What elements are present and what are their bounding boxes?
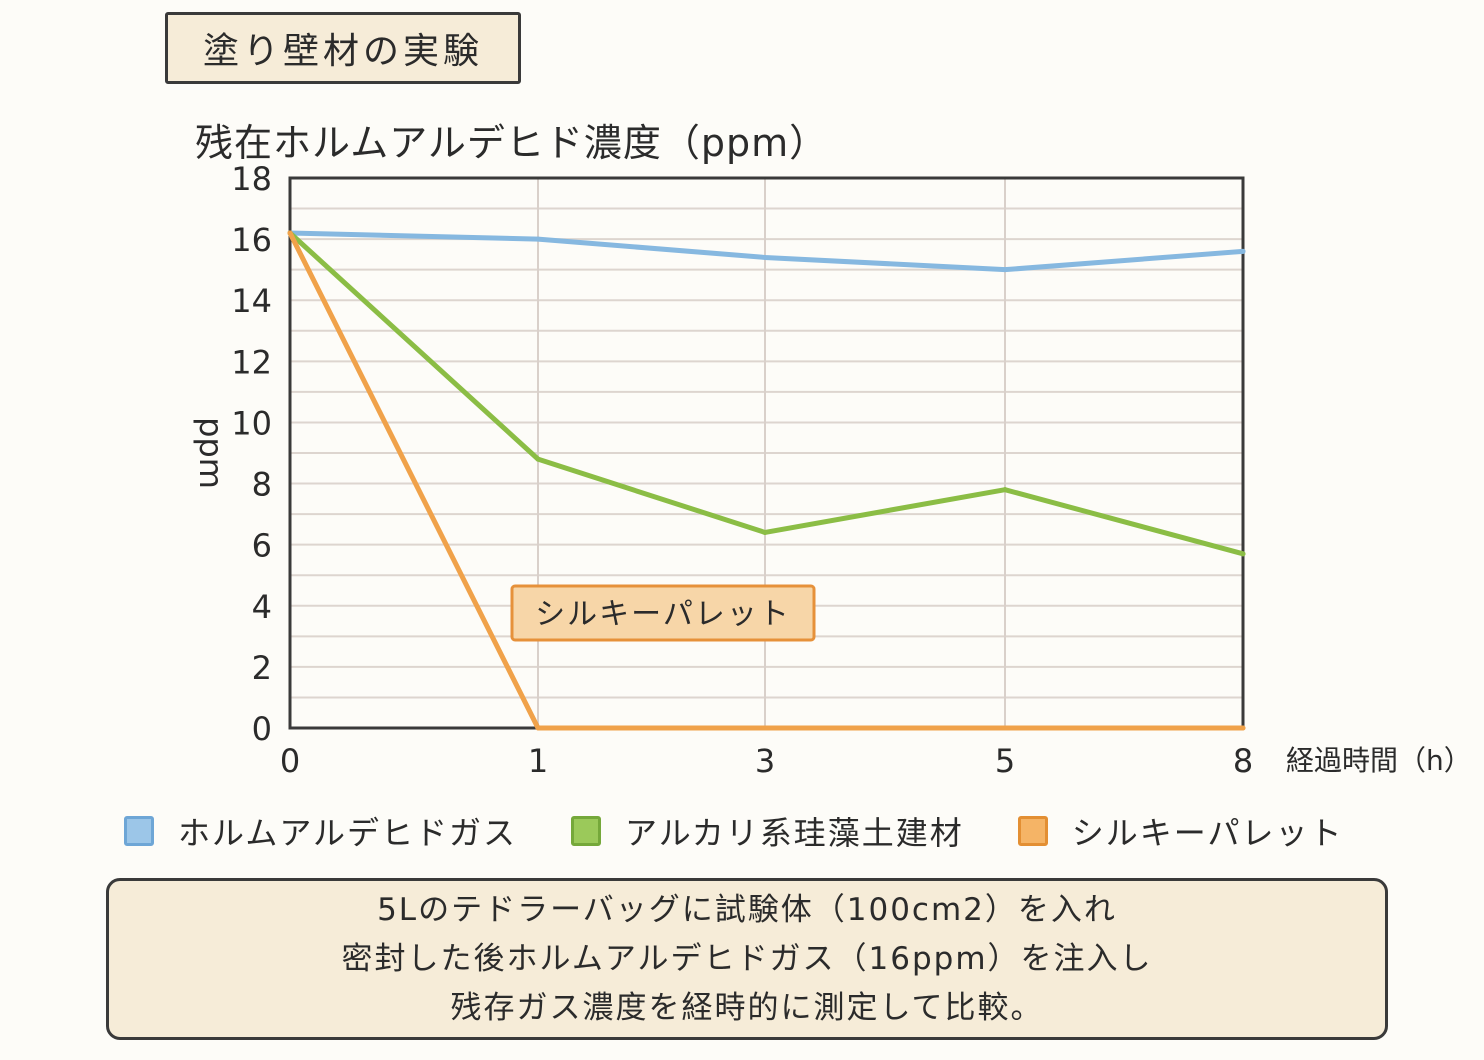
legend-item: シルキーパレット bbox=[1017, 808, 1344, 854]
y-tick-label: 6 bbox=[252, 527, 272, 565]
data-point bbox=[535, 236, 541, 242]
note-line: 残存ガス濃度を経時的に測定して比較。 bbox=[450, 989, 1044, 1026]
y-tick-label: 4 bbox=[252, 588, 272, 626]
data-point bbox=[762, 254, 768, 260]
data-point bbox=[535, 456, 541, 462]
annotation-label: シルキーパレット bbox=[535, 597, 791, 632]
legend-label: シルキーパレット bbox=[1071, 814, 1344, 852]
data-point bbox=[762, 725, 768, 731]
y-tick-label: 16 bbox=[231, 221, 272, 259]
legend-label: ホルムアルデヒドガス bbox=[178, 814, 518, 852]
y-tick-label: 2 bbox=[252, 649, 272, 687]
x-axis-label: 経過時間（h） bbox=[1286, 744, 1472, 777]
data-point bbox=[1240, 248, 1246, 254]
note-line: 5Lのテドラーバッグに試験体（100cm2）を入れ bbox=[377, 891, 1117, 928]
x-tick-label: 8 bbox=[1233, 742, 1253, 780]
legend-label: アルカリ系珪藻土建材 bbox=[625, 814, 964, 852]
legend-item: ホルムアルデヒドガス bbox=[124, 808, 517, 854]
note-line: 密封した後ホルムアルデヒドガス（16ppm）を注入し bbox=[341, 940, 1153, 977]
data-point bbox=[1002, 267, 1008, 273]
y-tick-label: 12 bbox=[231, 343, 272, 381]
x-tick-label: 0 bbox=[280, 742, 300, 780]
experiment-note: 5Lのテドラーバッグに試験体（100cm2）を入れ 密封した後ホルムアルデヒドガ… bbox=[106, 878, 1388, 1040]
x-tick-label: 3 bbox=[755, 742, 775, 780]
page-title: 塗り壁材の実験 bbox=[202, 31, 483, 72]
y-tick-label: 14 bbox=[231, 282, 272, 320]
x-tick-label: 1 bbox=[528, 742, 548, 780]
x-tick-label: 5 bbox=[995, 742, 1015, 780]
y-tick-label: 18 bbox=[231, 160, 272, 198]
legend-swatch-green bbox=[571, 816, 602, 846]
annotation-box bbox=[510, 584, 816, 642]
data-point bbox=[1240, 551, 1246, 557]
y-axis-label: ppm bbox=[192, 417, 230, 489]
data-point bbox=[1240, 725, 1246, 731]
data-point bbox=[1002, 725, 1008, 731]
legend-swatch-blue bbox=[124, 816, 154, 846]
y-tick-label: 8 bbox=[252, 466, 272, 504]
chart-title: 残在ホルムアルデヒド濃度（ppm） bbox=[195, 121, 829, 165]
legend: ホルムアルデヒドガス アルカリ系珪藻土建材 シルキーパレット bbox=[124, 808, 1397, 854]
legend-swatch-orange bbox=[1017, 816, 1048, 846]
data-point bbox=[535, 725, 541, 731]
y-tick-label: 0 bbox=[252, 710, 272, 748]
legend-item: アルカリ系珪藻土建材 bbox=[571, 808, 964, 854]
title-box: 塗り壁材の実験 bbox=[165, 12, 521, 84]
data-point bbox=[287, 230, 293, 236]
data-point bbox=[762, 529, 768, 535]
y-tick-label: 10 bbox=[231, 404, 272, 442]
data-point bbox=[1002, 487, 1008, 493]
